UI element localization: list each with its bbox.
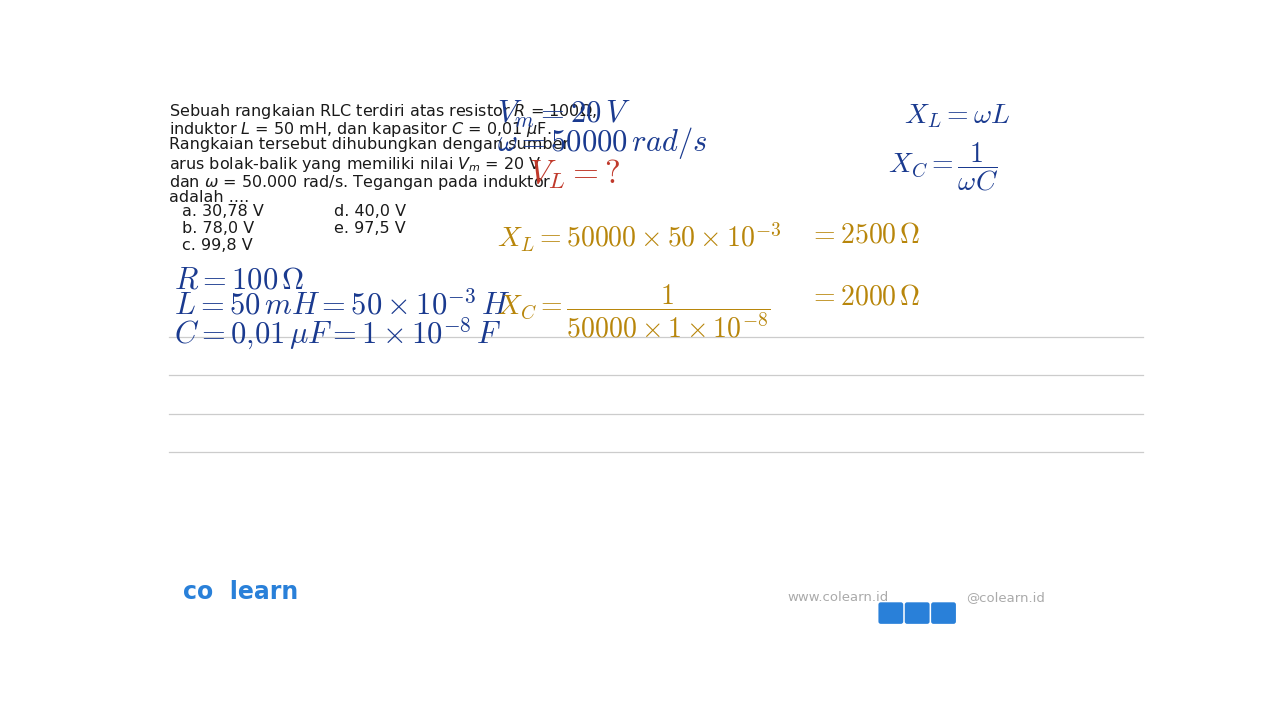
Text: $X_C = \dfrac{1}{\omega C}$: $X_C = \dfrac{1}{\omega C}$ (888, 140, 998, 193)
Text: $= 2000\,\Omega$: $= 2000\,\Omega$ (809, 283, 922, 311)
Text: Rangkaian tersebut dihubungkan dengan sumber: Rangkaian tersebut dihubungkan dengan su… (169, 138, 570, 152)
Text: $V_L = ?$: $V_L = ?$ (529, 157, 620, 191)
Text: $L = 50\,mH = 50 \times 10^{-3}\,H$: $L = 50\,mH = 50 \times 10^{-3}\,H$ (174, 289, 511, 320)
Text: b. 78,0 V: b. 78,0 V (182, 221, 253, 236)
Text: $\omega = 50000\,rad/s$: $\omega = 50000\,rad/s$ (497, 125, 708, 161)
Text: adalah ....: adalah .... (169, 190, 250, 205)
Text: Sebuah rangkaian RLC terdiri atas resistor $R$ = 100$\Omega$,: Sebuah rangkaian RLC terdiri atas resist… (169, 102, 596, 121)
Text: induktor $L$ = 50 mH, dan kapasitor $C$ = 0,01 $\mu$F.: induktor $L$ = 50 mH, dan kapasitor $C$ … (169, 120, 552, 138)
Text: $X_L = 50000 \times 50 \times 10^{-3}$: $X_L = 50000 \times 50 \times 10^{-3}$ (497, 220, 782, 253)
FancyBboxPatch shape (905, 603, 929, 624)
Text: $X_C = \dfrac{1}{50000 \times 1 \times 10^{-8}}$: $X_C = \dfrac{1}{50000 \times 1 \times 1… (497, 283, 771, 340)
Text: e. 97,5 V: e. 97,5 V (334, 221, 406, 236)
Text: $X_L = \omega L$: $X_L = \omega L$ (904, 102, 1010, 130)
Text: @colearn.id: @colearn.id (966, 591, 1044, 604)
Text: c. 99,8 V: c. 99,8 V (182, 238, 252, 253)
Text: a. 30,78 V: a. 30,78 V (182, 204, 264, 219)
Text: www.colearn.id: www.colearn.id (787, 591, 890, 604)
Text: $C = 0{,}01\,\mu F = 1 \times 10^{-8}\,F$: $C = 0{,}01\,\mu F = 1 \times 10^{-8}\,F… (174, 316, 502, 352)
Text: $R = 100\,\Omega$: $R = 100\,\Omega$ (174, 266, 305, 294)
Text: co  learn: co learn (183, 580, 298, 604)
Text: dan $\omega$ = 50.000 rad/s. Tegangan pada induktor: dan $\omega$ = 50.000 rad/s. Tegangan pa… (169, 173, 552, 192)
Text: $V_m = 20\,V$: $V_m = 20\,V$ (497, 99, 631, 130)
Text: $= 2500\,\Omega$: $= 2500\,\Omega$ (809, 220, 922, 248)
FancyBboxPatch shape (878, 603, 904, 624)
Text: arus bolak-balik yang memiliki nilai $V_m$ = 20 V: arus bolak-balik yang memiliki nilai $V_… (169, 155, 541, 174)
Text: d. 40,0 V: d. 40,0 V (334, 204, 407, 219)
FancyBboxPatch shape (931, 603, 956, 624)
